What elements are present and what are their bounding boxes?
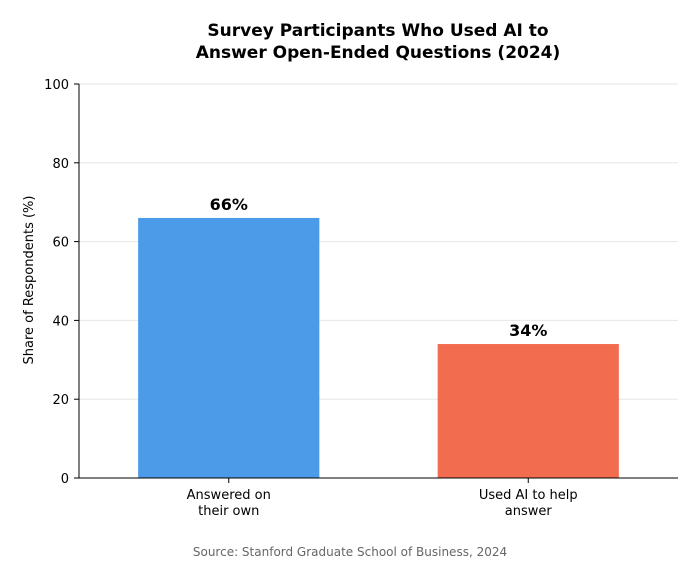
x-category-label: their own xyxy=(198,504,259,519)
x-category-label: Answered on xyxy=(187,488,271,503)
bar-data-label: 34% xyxy=(509,321,547,340)
source-note: Source: Stanford Graduate School of Busi… xyxy=(193,545,507,559)
bar xyxy=(138,217,320,478)
y-tick-label: 80 xyxy=(52,157,69,172)
y-tick-label: 20 xyxy=(52,393,69,408)
axes xyxy=(74,83,678,483)
bar-data-label: 66% xyxy=(210,195,248,214)
y-tick-label: 100 xyxy=(44,78,69,93)
x-category-label: answer xyxy=(505,504,553,519)
bar xyxy=(437,344,619,478)
y-tick-label: 0 xyxy=(61,472,69,487)
x-category-label: Used AI to help xyxy=(479,488,578,503)
chart-title-line-1: Survey Participants Who Used AI to xyxy=(207,21,548,41)
y-tick-label: 60 xyxy=(52,236,69,251)
y-tick-label: 40 xyxy=(52,314,69,329)
bars xyxy=(138,217,619,478)
y-axis-label: Share of Respondents (%) xyxy=(22,196,37,365)
chart-title-line-2: Answer Open-Ended Questions (2024) xyxy=(196,43,561,63)
